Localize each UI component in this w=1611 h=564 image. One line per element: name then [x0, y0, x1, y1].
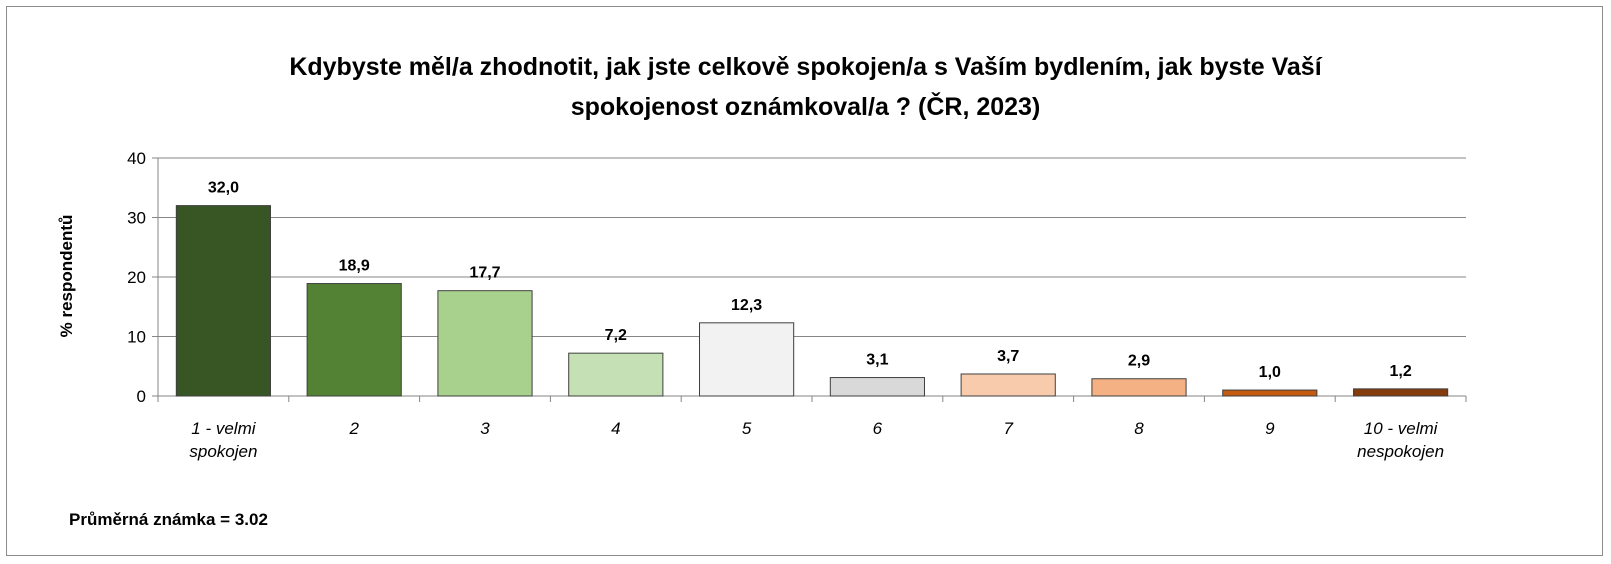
average-grade-note: Průměrná známka = 3.02 — [69, 510, 268, 529]
data-label: 17,7 — [469, 265, 500, 282]
y-tick-label: 0 — [137, 387, 146, 406]
data-label: 1,2 — [1389, 363, 1411, 380]
x-tick-label: 6 — [873, 419, 883, 438]
data-label: 18,9 — [339, 258, 370, 275]
x-tick-label: 2 — [348, 419, 359, 438]
bar — [1091, 378, 1187, 397]
bar — [1222, 389, 1318, 397]
bar — [568, 352, 664, 397]
bar — [699, 322, 795, 397]
x-tick-label: spokojen — [189, 442, 257, 461]
bar — [960, 373, 1056, 397]
y-tick-label: 20 — [127, 268, 146, 287]
chart-title: Kdybyste měl/a zhodnotit, jak jste celko… — [7, 47, 1604, 127]
data-label: 32,0 — [208, 180, 239, 197]
chart-title-line-2: spokojenost oznámkoval/a ? (ČR, 2023) — [570, 93, 1041, 121]
x-tick-label: 4 — [611, 419, 620, 438]
bar — [829, 377, 925, 397]
x-tick-label: 8 — [1134, 419, 1144, 438]
data-label: 12,3 — [731, 297, 762, 314]
x-tick-label: nespokojen — [1357, 442, 1444, 461]
chart-frame: Kdybyste měl/a zhodnotit, jak jste celko… — [6, 6, 1603, 556]
x-tick-label: 9 — [1265, 419, 1275, 438]
data-label: 7,2 — [605, 327, 627, 344]
y-axis-label: % respondentů — [57, 215, 76, 338]
x-tick-label: 1 - velmi — [191, 419, 256, 438]
data-label: 2,9 — [1128, 353, 1150, 370]
bar — [437, 290, 533, 397]
x-tick-label: 7 — [1003, 419, 1013, 438]
bar — [306, 283, 402, 397]
labels: 0 10 20 30 40 32,0 1 - velmi spokojen 18,9 2 17,7 3… — [127, 149, 1444, 461]
x-tick-label: 5 — [742, 419, 752, 438]
bars — [175, 205, 1449, 397]
x-tick-label: 3 — [480, 419, 490, 438]
data-label: 1,0 — [1259, 364, 1281, 381]
y-tick-label: 40 — [127, 149, 146, 168]
y-tick-label: 10 — [127, 328, 146, 347]
data-label: 3,1 — [866, 352, 888, 369]
chart-title-line-1: Kdybyste měl/a zhodnotit, jak jste celko… — [289, 53, 1322, 81]
data-label: 3,7 — [997, 348, 1019, 365]
bar — [175, 205, 271, 397]
x-tick-label: 10 - velmi — [1364, 419, 1439, 438]
bar — [1353, 388, 1449, 397]
y-tick-label: 30 — [127, 209, 146, 228]
